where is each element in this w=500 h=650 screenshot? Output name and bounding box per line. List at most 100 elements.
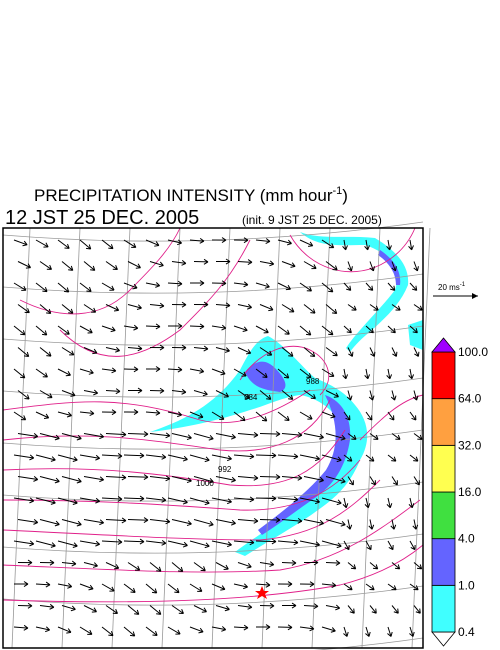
wind-arrow [277,239,292,246]
wind-arrow [57,583,73,589]
wind-arrow [39,347,52,357]
wind-arrow [391,433,401,440]
wind-arrow [215,258,231,265]
wind-arrow [390,519,397,530]
wind-arrow [101,325,116,333]
wind-arrow [167,583,180,594]
wind-arrow [193,476,214,484]
colorbar-label: 4.0 [458,532,475,546]
wind-arrow [325,390,339,398]
wind-arrow [369,605,377,614]
wind-arrow [259,390,272,400]
wind-arrow [189,280,205,286]
wind-arrow [237,562,252,569]
longitude-line [61,227,81,649]
wind-arrow [189,497,210,506]
wind-arrow [149,302,165,309]
wind-arrow [17,433,39,439]
wind-arrow [237,431,259,438]
wind-arrow [299,454,320,462]
latitude-line [2,585,424,606]
wind-arrow [101,626,114,637]
wind-vectors [13,237,423,637]
wind-arrow [413,261,419,272]
wind-arrow [83,476,105,483]
wind-arrow [255,452,277,459]
latitude-line [2,325,424,346]
wind-arrow [321,239,335,249]
wind-arrow [259,561,275,568]
wind-arrow [145,323,161,330]
colorbar-label: 1.0 [458,578,475,592]
wind-arrow [321,325,334,336]
wind-arrow [281,560,297,566]
wind-arrow [277,496,299,503]
wind-arrow [211,324,227,331]
isobar [2,479,381,541]
wind-arrow [281,390,294,400]
precip-coast-core [378,250,401,285]
isobar [2,389,311,424]
wind-arrow [408,239,414,251]
wind-arrow [369,562,379,570]
wind-arrow [255,538,277,545]
wind-arrow [413,433,423,440]
wind-arrow [233,453,255,460]
wind-arrow [83,519,105,526]
wind-arrow [57,626,72,634]
wind-arrow [79,368,94,375]
wind-arrow [365,411,373,421]
wind-arrow [325,261,338,271]
wind-arrow [215,390,229,398]
wind-arrow [127,562,141,571]
wind-arrow [281,517,303,524]
wind-arrow [391,261,397,272]
wind-arrow [387,626,393,637]
wind-arrow [167,366,183,373]
wind-arrow [193,433,214,441]
wind-arrow [342,497,349,509]
wind-arrow [233,411,246,422]
colorbar-label: 32.0 [458,438,482,452]
wind-arrow [57,282,70,293]
wind-arrow [189,323,205,330]
wind-arrow [281,347,294,357]
wind-arrow [35,454,56,462]
wind-arrow [123,282,138,290]
wind-arrow [321,368,335,377]
wind-arrow [105,261,118,271]
isobar-label: 992 [218,465,232,474]
wind-arrow [259,431,281,437]
wind-arrow [387,411,395,421]
wind-arrow [277,282,291,291]
wind-arrow [83,304,97,313]
wind-arrow [79,410,95,417]
wind-arrow [105,517,127,524]
colorbar-label: 100.0 [458,345,488,359]
wind-arrow [325,347,338,357]
wind-arrow [343,325,352,334]
wind-arrow [101,539,123,545]
wind-arrow [215,562,229,570]
wind-arrow [303,347,316,357]
wind-arrow [413,605,421,614]
wind-arrow [145,453,167,460]
wind-arrow [365,583,375,591]
wind-arrow [391,476,398,486]
wind-arrow [57,239,70,249]
wind-arrow [167,497,188,505]
wind-arrow [127,261,141,269]
colorbar-band [431,351,456,400]
colorbar-label: 64.0 [458,392,482,406]
wind-arrow [255,325,269,334]
wind-arrow [123,409,139,415]
wind-arrow [211,583,226,591]
wind-arrow [35,581,51,588]
wind-arrow [259,602,275,609]
wind-arrow [347,304,357,311]
wind-arrow [303,390,316,399]
isobar [289,227,416,273]
wind-arrow [79,239,92,250]
wind-arrow [277,368,290,379]
wind-arrow [347,261,353,272]
